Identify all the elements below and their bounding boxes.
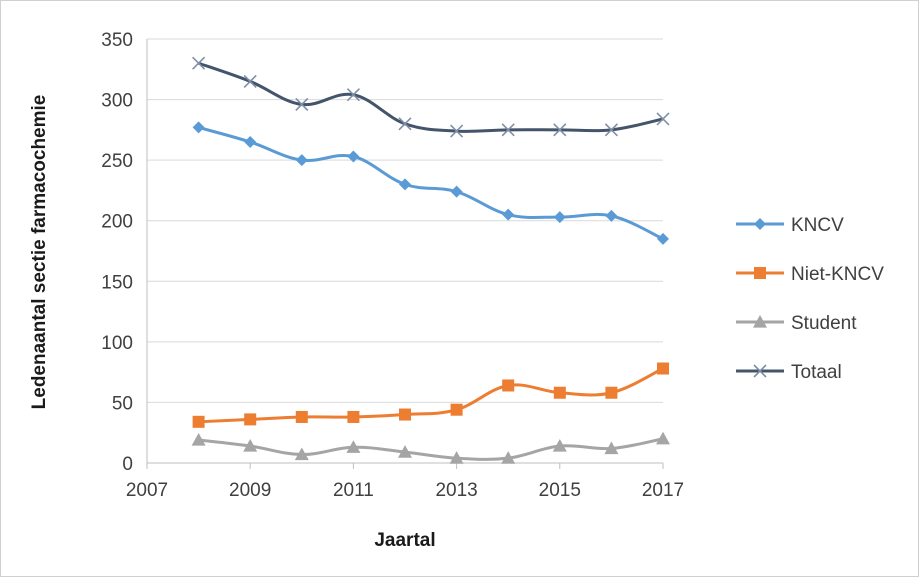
data-point-kncv-2011: [347, 150, 360, 163]
legend-label-student: Student: [791, 313, 857, 334]
y-tick-label-0: 0: [122, 454, 133, 475]
data-point-niet-kncv-2009: [244, 413, 257, 426]
data-point-student-2017: [656, 431, 670, 445]
y-tick-label-350: 350: [101, 30, 133, 51]
x-tick-label-2007: 2007: [126, 480, 168, 501]
data-point-niet-kncv-2011: [347, 410, 360, 423]
data-point-totaal-2014: [501, 123, 515, 137]
legend-label-niet-kncv: Niet-KNCV: [791, 264, 884, 285]
series-student: [191, 431, 670, 464]
data-point-kncv-2014: [502, 208, 515, 221]
data-point-student-2014: [501, 451, 516, 464]
data-point-totaal-2010: [295, 97, 309, 111]
data-point-totaal-2009: [243, 74, 257, 88]
x-tick-label-2015: 2015: [539, 480, 581, 501]
y-axis-title: Ledenaantal sectie farmacochemie: [29, 95, 50, 410]
series-group: [191, 56, 670, 464]
series-line-kncv: [198, 125, 664, 241]
x-tick-label-2011: 2011: [333, 480, 374, 501]
data-point-student-2009: [243, 439, 258, 452]
data-point-totaal-2017: [656, 112, 670, 126]
legend-marker-niet-kncv: [754, 267, 766, 279]
legend-label-totaal: Totaal: [791, 362, 842, 383]
data-point-totaal-2012: [398, 117, 412, 131]
x-tick-label-2013: 2013: [435, 480, 477, 501]
series-line-niet-kncv: [198, 367, 664, 424]
data-point-kncv-2009: [244, 135, 257, 148]
data-point-kncv-2010: [295, 154, 308, 167]
data-point-niet-kncv-2015: [553, 386, 566, 399]
series-niet-kncv: [192, 362, 669, 428]
legend-label-kncv: KNCV: [791, 215, 844, 236]
data-point-student-2013: [449, 451, 464, 464]
data-point-student-2010: [294, 447, 309, 461]
legend-marker-kncv: [754, 218, 766, 230]
legend-item-totaal: Totaal: [736, 362, 842, 383]
data-point-niet-kncv-2017: [657, 362, 669, 375]
legend-marker-totaal: [753, 364, 767, 378]
data-point-totaal-2016: [604, 123, 618, 137]
data-point-kncv-2013: [450, 185, 463, 198]
y-tick-labels: 0 50 100 150 200 250 300 350: [101, 30, 133, 475]
y-tick-label-100: 100: [101, 333, 133, 354]
y-tick-label-50: 50: [112, 393, 133, 414]
data-point-kncv-2015: [553, 211, 566, 224]
axes: [146, 39, 664, 469]
data-point-kncv-2008: [192, 121, 205, 134]
data-point-niet-kncv-2012: [399, 408, 411, 421]
gridlines: [147, 38, 663, 403]
data-point-totaal-2013: [450, 124, 464, 138]
data-point-totaal-2011: [346, 88, 360, 102]
data-point-student-2011: [346, 440, 361, 453]
series-totaal: [192, 56, 670, 138]
data-point-niet-kncv-2014: [502, 379, 515, 392]
y-tick-label-300: 300: [101, 91, 133, 112]
data-point-kncv-2012: [399, 178, 411, 191]
data-point-student-2008: [191, 432, 206, 446]
legend-item-student: Student: [736, 313, 857, 334]
x-tick-labels: 2007 2009 2011 2013 2015 2017: [126, 480, 684, 501]
data-point-student-2016: [604, 441, 619, 455]
legend: KNCV Niet-KNCV Student Totaal: [736, 215, 884, 383]
series-line-totaal: [198, 61, 664, 133]
data-point-kncv-2016: [605, 209, 618, 222]
data-point-niet-kncv-2013: [450, 403, 463, 416]
legend-marker-student: [753, 315, 767, 328]
y-tick-label-250: 250: [101, 151, 133, 172]
legend-item-niet-kncv: Niet-KNCV: [736, 264, 884, 285]
data-point-totaal-2008: [192, 56, 206, 70]
data-point-niet-kncv-2016: [605, 386, 618, 399]
legend-item-kncv: KNCV: [736, 215, 844, 236]
data-point-niet-kncv-2010: [295, 410, 308, 423]
y-tick-label-150: 150: [101, 272, 133, 293]
data-point-totaal-2015: [553, 123, 567, 137]
x-tick-label-2017: 2017: [642, 480, 684, 501]
data-point-student-2015: [552, 439, 567, 452]
data-point-niet-kncv-2008: [192, 415, 205, 428]
x-axis-title: Jaartal: [374, 530, 435, 551]
data-point-student-2012: [398, 445, 412, 458]
data-point-kncv-2017: [657, 232, 669, 245]
x-tick-label-2009: 2009: [229, 480, 271, 501]
series-kncv: [192, 121, 669, 245]
y-tick-label-200: 200: [101, 212, 133, 233]
series-line-student: [198, 437, 664, 461]
